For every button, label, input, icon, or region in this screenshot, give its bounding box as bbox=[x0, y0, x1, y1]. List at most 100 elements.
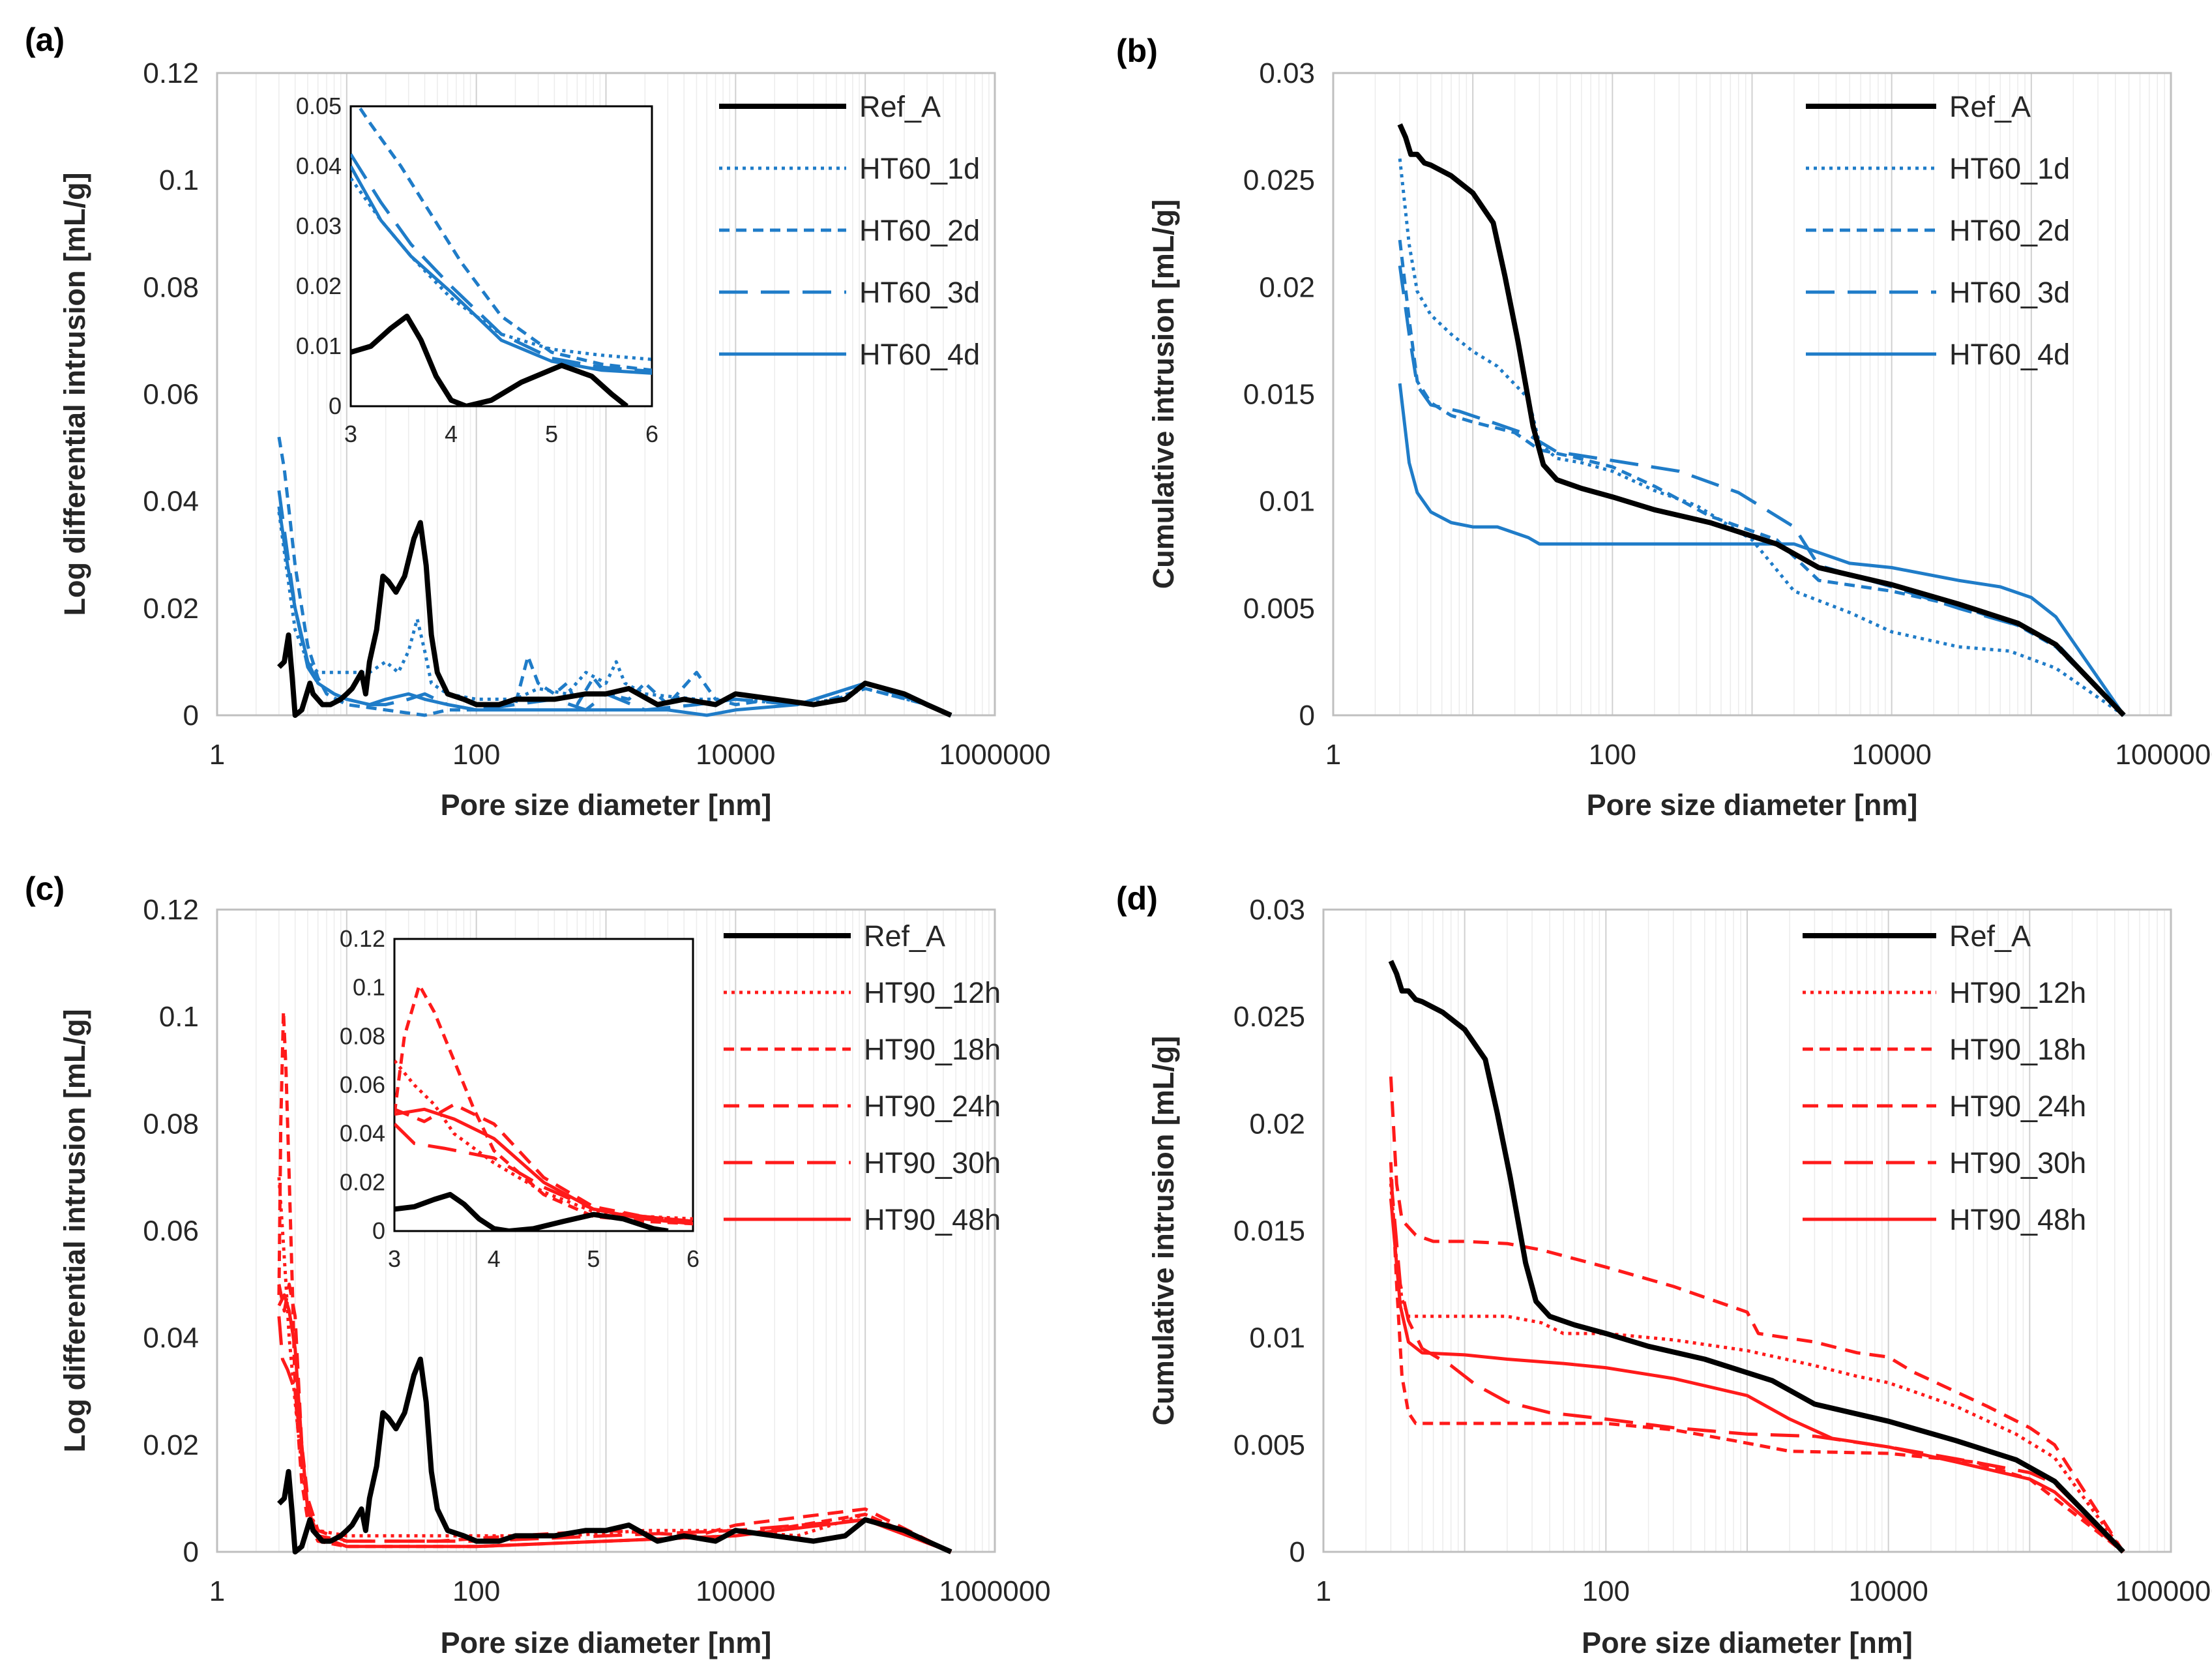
chart-panel-c: 0 0.02 0.04 0.06 0.08 0.1 0.12 1 100 10000 1000000… bbox=[58, 894, 1051, 1659]
y-tick-label: 0.02 bbox=[143, 1429, 199, 1461]
y-tick-label: 0.01 bbox=[1249, 1322, 1305, 1354]
legend-label: HT60_2d bbox=[859, 214, 980, 247]
x-tick-label: 1 bbox=[1325, 739, 1341, 771]
inset-y-tick-label: 0.1 bbox=[353, 974, 385, 1001]
plot-frame bbox=[216, 908, 996, 1553]
chart-panel-a: 0 0.02 0.04 0.06 0.08 0.1 0.12 1 100 10000 1000000… bbox=[58, 57, 1051, 822]
inset-x-tick-label: 4 bbox=[445, 421, 458, 447]
x-tick-label: 1 bbox=[209, 739, 225, 771]
legend-label: HT60_3d bbox=[859, 276, 980, 309]
panel-label-a: (a) bbox=[25, 22, 65, 58]
legend-label: HT90_48h bbox=[1949, 1203, 2086, 1236]
inset-chart: 0 0.01 0.02 0.03 0.04 0.05 3 4 5 6 bbox=[296, 93, 658, 447]
plot-frame bbox=[1332, 72, 2172, 717]
x-tick-label: 100 bbox=[1582, 1575, 1630, 1607]
inset-x-tick-label: 5 bbox=[587, 1245, 600, 1272]
x-tick-label: 100 bbox=[452, 1575, 500, 1607]
inset-y-tick-label: 0 bbox=[329, 393, 342, 419]
y-tick-label: 0.12 bbox=[143, 57, 199, 89]
legend-label: HT90_18h bbox=[864, 1033, 1001, 1066]
series-line-ref-a bbox=[1388, 960, 2125, 1554]
y-tick-label: 0.015 bbox=[1243, 379, 1315, 411]
inset-y-tick-label: 0.12 bbox=[340, 925, 385, 952]
series-line-ht90-18h bbox=[1389, 1162, 2125, 1553]
x-tick-label: 10000 bbox=[696, 1575, 775, 1607]
inset-y-tick-label: 0.05 bbox=[296, 93, 342, 119]
inset-series-line-ht90-30h bbox=[394, 1122, 693, 1223]
inset-series-line-ref-a bbox=[351, 314, 628, 406]
y-tick-label: 0.08 bbox=[143, 271, 199, 303]
inset-series-group bbox=[394, 983, 693, 1231]
y-tick-label: 0.04 bbox=[143, 1322, 199, 1354]
x-tick-label: 1 bbox=[209, 1575, 225, 1607]
inset-series-line-ht90-48h bbox=[394, 1107, 693, 1226]
y-tick-label: 0.015 bbox=[1233, 1215, 1305, 1247]
y-tick-label: 0.04 bbox=[143, 486, 199, 518]
panel-label-b: (b) bbox=[1116, 33, 1158, 69]
y-tick-label: 0 bbox=[183, 1536, 199, 1568]
legend: Ref_A HT90_12h HT90_18h HT90_24h HT90_30h HT9… bbox=[724, 919, 1001, 1236]
x-tick-label: 10000 bbox=[1848, 1575, 1928, 1607]
x-tick-label: 1000000 bbox=[939, 1575, 1050, 1607]
inset-y-tick-label: 0.06 bbox=[340, 1071, 385, 1098]
y-tick-label: 0.02 bbox=[1259, 271, 1315, 303]
inset-series-line-ht60-3d bbox=[351, 153, 652, 374]
y-tick-label: 0.025 bbox=[1243, 164, 1315, 196]
inset-x-tick-label: 4 bbox=[488, 1245, 501, 1272]
series-line-ht60-2d bbox=[1398, 239, 2125, 717]
x-axis-title: Pore size diameter [nm] bbox=[441, 788, 772, 822]
inset-series-line-ht90-12h bbox=[394, 1060, 693, 1221]
x-tick-label: 100 bbox=[1589, 739, 1636, 771]
inset-y-tick-label: 0.02 bbox=[296, 273, 342, 299]
inset-y-tick-label: 0.01 bbox=[296, 333, 342, 359]
inset-x-tick-label: 3 bbox=[344, 421, 357, 447]
inset-series-line-ht60-2d bbox=[357, 106, 652, 372]
series-group bbox=[277, 1009, 952, 1554]
x-axis-title: Pore size diameter [nm] bbox=[441, 1626, 772, 1659]
inset-x-tick-label: 3 bbox=[388, 1245, 401, 1272]
y-tick-label: 0.03 bbox=[1249, 894, 1305, 926]
inset-x-tick-label: 6 bbox=[686, 1245, 700, 1272]
y-tick-label: 0.02 bbox=[143, 593, 199, 625]
y-tick-label: 0.12 bbox=[143, 894, 199, 926]
series-line-ht60-4d bbox=[277, 506, 952, 717]
x-axis-title: Pore size diameter [nm] bbox=[1587, 788, 1918, 822]
y-axis-title: Log differential intrusion [mL/g] bbox=[58, 173, 91, 616]
series-line-ht60-4d bbox=[1398, 383, 2125, 717]
series-line-ht90-12h bbox=[277, 1177, 952, 1554]
inset-frame bbox=[349, 105, 653, 408]
legend-label: HT90_24h bbox=[864, 1090, 1001, 1123]
legend: Ref_A HT60_1d HT60_2d HT60_3d HT60_4d bbox=[1806, 90, 2070, 371]
legend-label: HT60_4d bbox=[859, 338, 980, 371]
inset-series-group bbox=[351, 106, 652, 406]
legend-label: Ref_A bbox=[864, 919, 945, 953]
grid bbox=[1365, 910, 2165, 1552]
inset-y-tick-label: 0.03 bbox=[296, 213, 342, 239]
inset-series-line-ht60-4d bbox=[351, 165, 652, 375]
y-tick-label: 0.1 bbox=[159, 1001, 199, 1033]
legend-label: HT90_12h bbox=[1949, 976, 2086, 1009]
x-axis-title: Pore size diameter [nm] bbox=[1582, 1626, 1913, 1659]
x-tick-label: 100 bbox=[452, 739, 500, 771]
legend-label: HT90_48h bbox=[864, 1203, 1001, 1236]
y-tick-label: 0.03 bbox=[1259, 57, 1315, 89]
series-line-ref-a bbox=[277, 1356, 952, 1554]
grid bbox=[1374, 73, 2165, 715]
inset-y-tick-label: 0.02 bbox=[340, 1168, 385, 1195]
legend-label: HT90_30h bbox=[864, 1146, 1001, 1180]
series-line-ht60-2d bbox=[277, 436, 952, 717]
legend-label: Ref_A bbox=[859, 90, 941, 123]
inset-x-tick-label: 6 bbox=[645, 421, 658, 447]
inset-x-tick-label: 5 bbox=[545, 421, 558, 447]
series-line-ht90-48h bbox=[1389, 1198, 2125, 1553]
inset-series-line-ref-a bbox=[394, 1192, 669, 1231]
inset-y-tick-label: 0.08 bbox=[340, 1022, 385, 1049]
y-tick-label: 0.01 bbox=[1259, 486, 1315, 518]
chart-panel-b: 0 0.005 0.01 0.015 0.02 0.025 0.03 1 100 10000 100… bbox=[1147, 57, 2212, 822]
legend-label: HT60_2d bbox=[1949, 214, 2070, 247]
y-tick-label: 0.1 bbox=[159, 164, 199, 196]
y-tick-label: 0 bbox=[183, 700, 199, 732]
y-tick-label: 0 bbox=[1299, 700, 1315, 732]
series-line-ht90-30h bbox=[1389, 1177, 2125, 1553]
